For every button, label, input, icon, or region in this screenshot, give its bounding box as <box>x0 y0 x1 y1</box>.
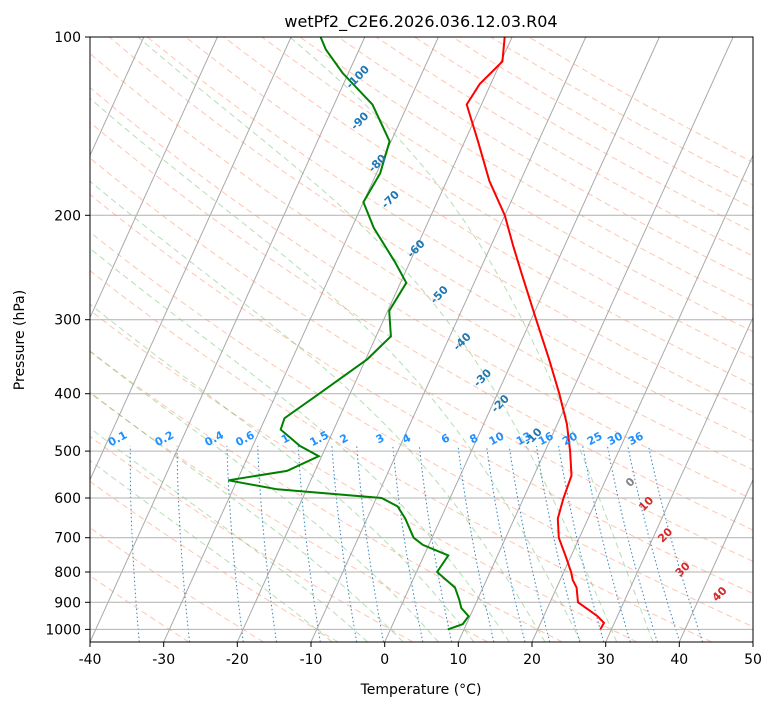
dry-adiabat <box>90 121 753 531</box>
dewpoint-profile <box>228 37 470 631</box>
x-tick-label: 50 <box>744 652 762 668</box>
mixing-ratio-label: 36 <box>626 429 646 448</box>
mixing-ratio-label: 20 <box>560 429 580 448</box>
x-tick-label: 0 <box>380 652 389 668</box>
isotherm <box>90 37 145 157</box>
y-axis-label: Pressure (hPa) <box>12 290 28 390</box>
profile-lines <box>228 37 606 631</box>
dry-adiabat <box>261 37 753 333</box>
x-tick-label: -20 <box>226 652 249 668</box>
y-tick-label: 200 <box>54 208 81 224</box>
y-tick-label: 400 <box>54 387 81 403</box>
mixing-ratio-label: 13 <box>514 429 534 448</box>
plot-area <box>90 37 753 642</box>
axis-ticks: -40 -30 -20 -10 0 10 20 30 40 50 100 200 300 400 500 60… <box>45 30 762 668</box>
mixing-ratio-label: 30 <box>605 429 625 448</box>
x-tick-label: 30 <box>597 652 615 668</box>
mixing-ratio-line <box>418 445 453 642</box>
dry-adiabat <box>147 37 753 414</box>
dry-adiabat <box>90 86 753 501</box>
mixing-ratio-line <box>356 445 385 642</box>
dry-adiabat <box>90 231 753 628</box>
mixing-ratio-label: 16 <box>536 429 556 448</box>
dry-adiabat <box>90 193 753 595</box>
isotherm <box>678 478 753 642</box>
isotherm <box>90 37 218 319</box>
mixing-ratio-line <box>627 445 681 642</box>
mixing-ratio-line <box>508 445 551 642</box>
dry-adiabat <box>90 309 638 642</box>
moist-adiabat <box>90 247 510 642</box>
y-tick-label: 900 <box>54 595 81 611</box>
mixing-ratio-line <box>648 445 704 642</box>
mixing-ratio-label: 25 <box>585 429 605 448</box>
mixing-ratio-line <box>558 445 605 642</box>
chart-title: wetPf2_C2E6.2026.036.12.03.R04 <box>284 12 557 32</box>
x-tick-label: -10 <box>300 652 323 668</box>
background-lines <box>90 37 753 642</box>
x-tick-label: 20 <box>523 652 541 668</box>
y-tick-label: 1000 <box>45 622 81 638</box>
y-tick-label: 100 <box>54 30 81 46</box>
isotherm <box>163 37 439 642</box>
isotherm <box>90 37 366 642</box>
y-tick-label: 800 <box>54 565 81 581</box>
y-tick-label: 500 <box>54 444 81 460</box>
mixing-ratio-line <box>331 445 358 642</box>
mixing-ratio-line <box>536 445 581 642</box>
moist-adiabat <box>137 37 618 642</box>
isotherm <box>310 37 587 642</box>
moist-adiabat <box>90 391 404 642</box>
dry-adiabat <box>90 350 563 642</box>
isotherm <box>457 37 734 642</box>
x-tick-label: -30 <box>152 652 175 668</box>
dry-adiabat <box>108 37 753 442</box>
moist-adiabat <box>90 97 582 642</box>
x-tick-label: 40 <box>670 652 688 668</box>
moist-adiabat <box>90 303 475 642</box>
x-tick-label: 10 <box>449 652 467 668</box>
y-tick-label: 300 <box>54 313 81 329</box>
mixing-ratio-line <box>226 445 244 642</box>
mixing-ratio-line <box>257 445 277 642</box>
dry-adiabat <box>299 37 753 307</box>
x-tick-label: -40 <box>79 652 102 668</box>
isotherm <box>605 316 753 642</box>
isotherm <box>90 37 292 481</box>
mixing-ratio-line <box>457 445 495 642</box>
temperature-profile <box>465 37 606 630</box>
moist-adiabat <box>289 37 654 642</box>
plot-frame <box>89 36 754 643</box>
mixing-ratio-line <box>129 445 140 642</box>
y-tick-label: 700 <box>54 531 81 547</box>
isotherm <box>531 154 753 642</box>
dry-adiabat <box>90 480 339 642</box>
mixing-ratio-label: 10 <box>487 429 507 448</box>
y-tick-label: 600 <box>54 491 81 507</box>
moist-adiabat <box>90 180 546 642</box>
x-axis-label: Temperature (°C) <box>360 682 482 698</box>
mixing-ratio-line <box>486 445 526 642</box>
mixing-ratio-line <box>176 445 190 642</box>
moist-adiabat <box>90 427 369 642</box>
mixing-ratio-line <box>392 445 424 642</box>
mixing-ratio-line <box>582 445 631 642</box>
isotherm <box>384 37 660 642</box>
mixing-ratio-line <box>606 445 658 642</box>
isotherm <box>236 37 513 642</box>
dry-adiabat <box>90 435 414 642</box>
